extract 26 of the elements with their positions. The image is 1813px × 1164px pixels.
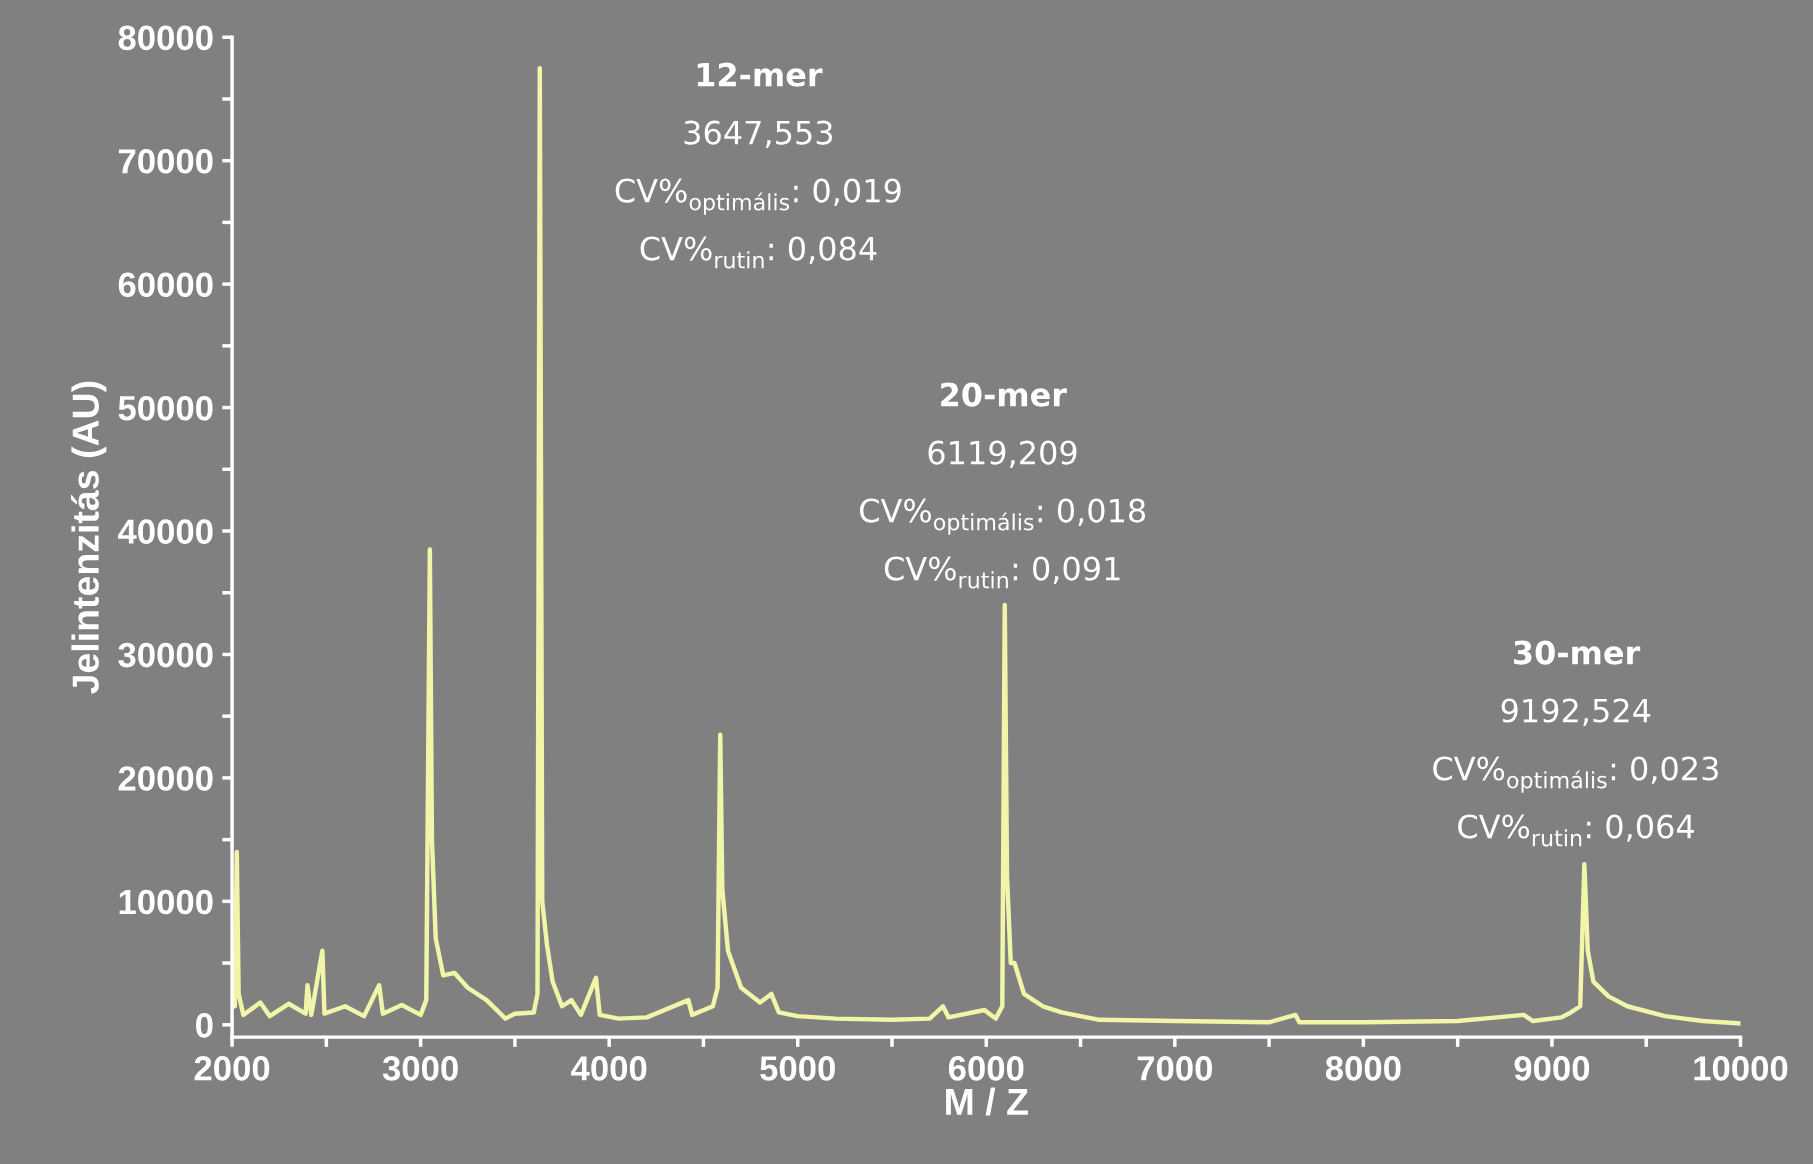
annotation: 3647,553 [684,120,833,148]
y-axis-title: Jelintenzitás (AU) [71,381,107,694]
x-tick-label: 3000 [382,1056,458,1081]
y-tick-label: 0 [196,1013,213,1038]
x-tick-label: 4000 [571,1056,647,1081]
x-tick-label: 9000 [1514,1056,1590,1081]
x-tick-label: 7000 [1137,1056,1213,1081]
y-tick-label: 70000 [118,149,213,174]
y-tick-label: 40000 [117,519,213,544]
y-tick-label: 30000 [118,642,213,668]
y-tick-label: 10000 [119,889,213,915]
y-tick-label: 50000 [118,395,213,421]
annotation: 30-mer [1514,640,1641,665]
x-tick-label: 2000 [194,1056,270,1081]
x-tick-label: 8000 [1325,1056,1401,1081]
x-tick-label: 10000 [1694,1056,1788,1081]
annotation: 20-mer [941,382,1067,407]
annotation: 6119,209 [928,440,1077,468]
x-tick-label: 5000 [760,1056,835,1081]
annotation: 12-mer [697,62,823,87]
y-tick-label: 60000 [118,272,213,298]
y-tick-label: 20000 [118,766,213,791]
y-tick-label: 80000 [118,25,213,51]
annotation: 9192,524 [1501,698,1651,726]
x-axis-title: M / Z [946,1087,1028,1116]
x-tick-label: 6000 [948,1056,1024,1081]
